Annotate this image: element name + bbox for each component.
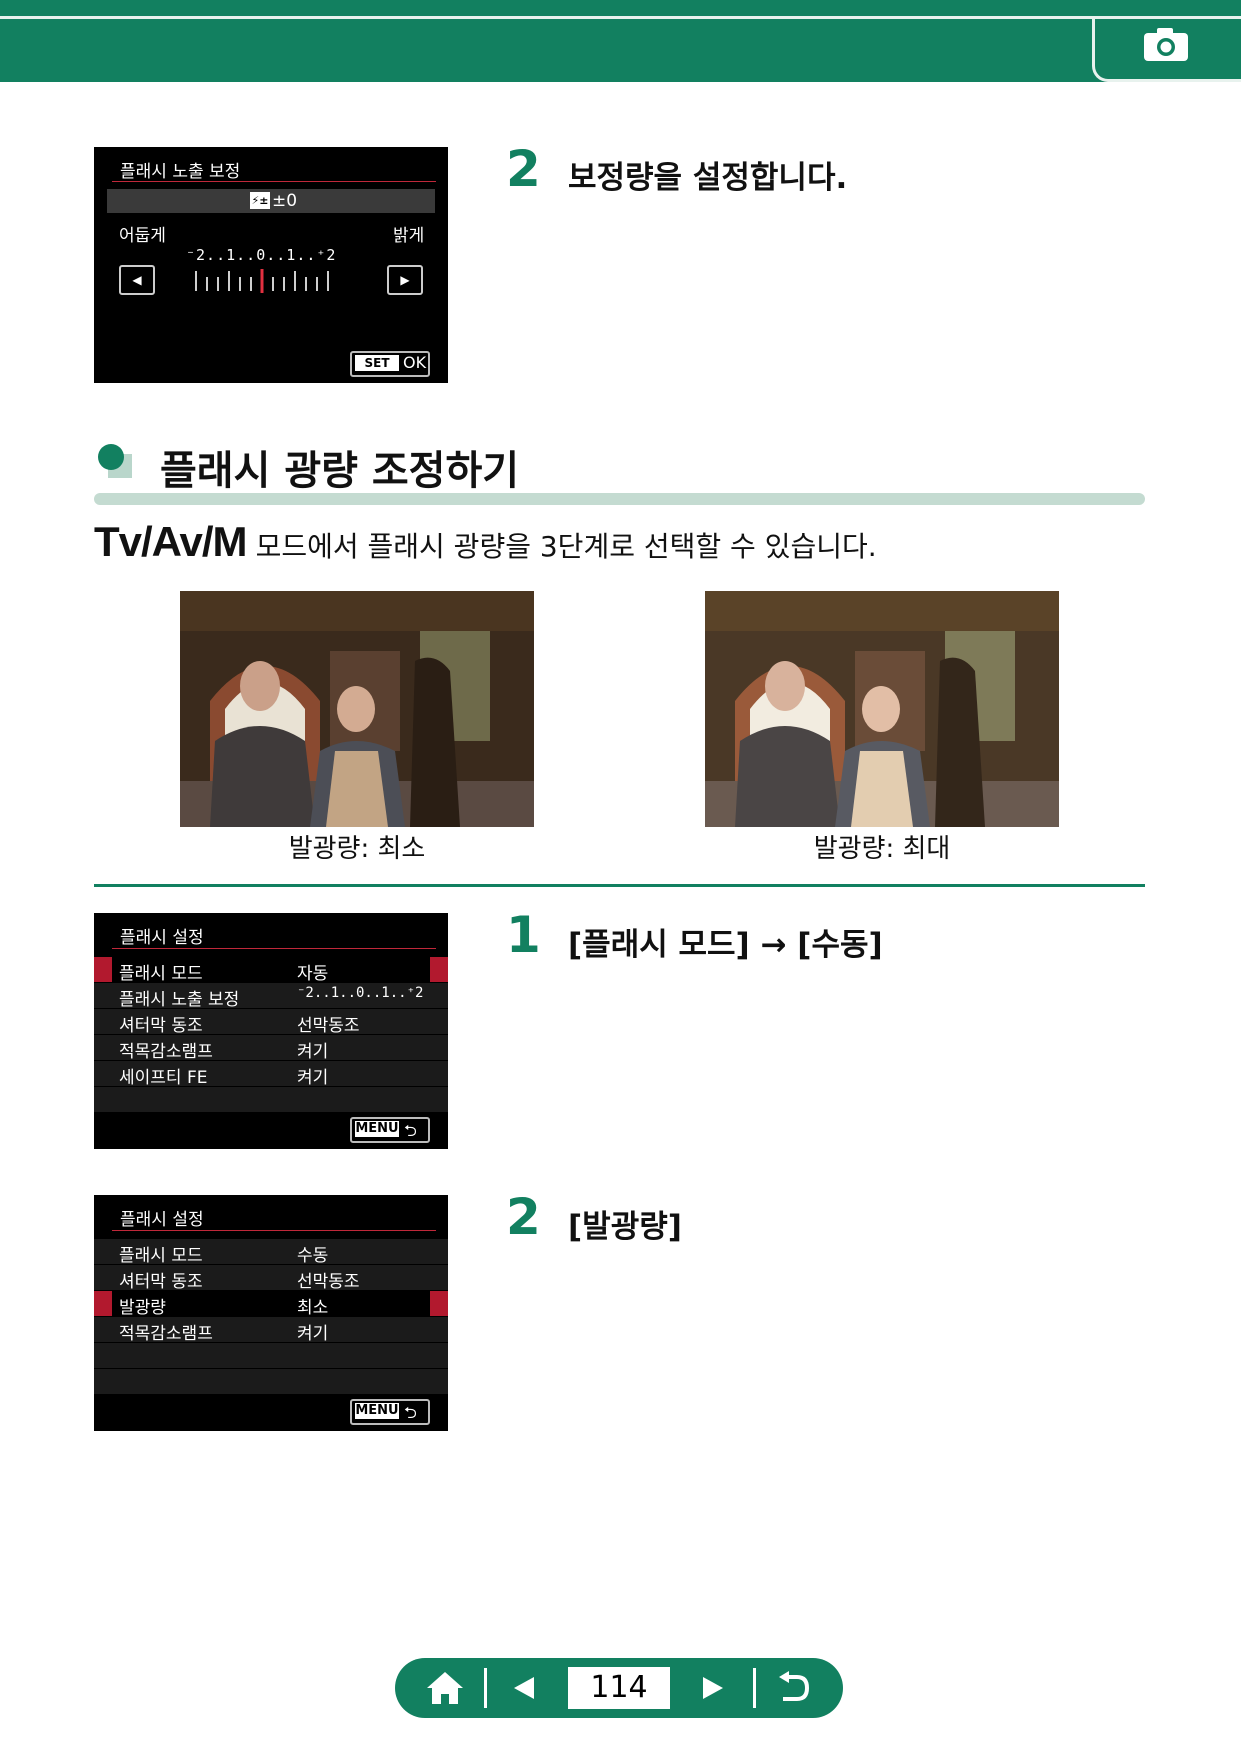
step-number: 2: [506, 140, 541, 198]
back-icon[interactable]: [775, 1671, 811, 1705]
menu-row-label: 발광량: [119, 1298, 166, 1318]
step-instruction: [플래시 모드] → [수동]: [568, 927, 883, 963]
screen-title-underline: [112, 181, 436, 182]
menu-row-label: 플래시 모드: [119, 1246, 203, 1266]
section-divider: [94, 884, 1145, 887]
menu-row-value: ⁻2..1..0..1..⁺2: [297, 985, 424, 1001]
step-number: 2: [506, 1188, 541, 1246]
menu-row-value: 최소: [297, 1298, 329, 1318]
step-instruction: [발광량]: [568, 1209, 682, 1245]
step-number: 1: [506, 906, 541, 964]
ok-label: OK: [403, 353, 427, 372]
page-number: 114: [590, 1670, 648, 1705]
page-number-box[interactable]: 114: [568, 1667, 670, 1709]
nav-separator: [484, 1668, 487, 1708]
menu-row-value: 수동: [297, 1246, 329, 1266]
flash-comp-icon: ⚡±: [250, 192, 270, 209]
menu-row-label: 플래시 노출 보정: [119, 990, 240, 1010]
darker-label: 어둡게: [119, 226, 166, 246]
flash-exposure-screen: 플래시 노출 보정 ⚡± ±0 어둡게 밝게 ◀ ▶ ⁻2..1..0..1..…: [94, 147, 448, 383]
menu-row-red-eye-lamp[interactable]: 적목감소램프 켜기: [94, 1317, 448, 1344]
home-icon[interactable]: [425, 1670, 465, 1706]
menu-row-empty: [94, 1369, 448, 1395]
menu-row-value: 선막동조: [297, 1272, 360, 1292]
screen-title-underline: [112, 948, 436, 949]
menu-row-value: 켜기: [297, 1042, 329, 1062]
menu-key-label: MENU: [355, 1403, 399, 1419]
return-icon: ⮌: [404, 1121, 417, 1140]
menu-return-badge[interactable]: MENU ⮌: [350, 1117, 430, 1143]
next-page-icon[interactable]: [699, 1674, 727, 1702]
screen-title: 플래시 노출 보정: [120, 162, 241, 182]
menu-row-label: 적목감소램프: [119, 1324, 213, 1344]
camera-icon: [1144, 28, 1188, 61]
screen-title: 플래시 설정: [120, 928, 204, 948]
step-instruction: 보정량을 설정합니다.: [568, 160, 848, 196]
return-icon: ⮌: [404, 1403, 417, 1422]
menu-row-label: 셔터막 동조: [119, 1272, 203, 1292]
menu-return-badge[interactable]: MENU ⮌: [350, 1399, 430, 1425]
photo-caption-max: 발광량: 최대: [813, 834, 951, 864]
menu-row-flash-mode[interactable]: 플래시 모드 자동: [94, 957, 448, 984]
menu-row-empty: [94, 1087, 448, 1113]
menu-row-value: 켜기: [297, 1068, 329, 1088]
mode-labels: Tv/Av/M: [94, 518, 247, 565]
header-divider: [0, 16, 1095, 19]
photo-min-output: [180, 591, 534, 827]
value-bar: [107, 189, 435, 213]
menu-row-flash-output[interactable]: 발광량 최소: [94, 1291, 448, 1318]
set-key-label: SET: [355, 355, 399, 371]
menu-row-red-eye-lamp[interactable]: 적목감소램프 켜기: [94, 1035, 448, 1062]
set-ok-badge[interactable]: SET OK: [350, 351, 430, 377]
section-underline: [94, 493, 1145, 505]
page-navigation-bar: 114: [395, 1658, 843, 1718]
menu-row-empty: [94, 1343, 448, 1369]
section-title: 플래시 광량 조정하기: [160, 448, 520, 494]
screen-title-underline: [112, 1230, 436, 1231]
previous-page-icon[interactable]: [510, 1674, 538, 1702]
menu-row-value: 자동: [297, 964, 329, 984]
intro-text: 모드에서 플래시 광량을 3단계로 선택할 수 있습니다.: [255, 530, 877, 563]
menu-row-value: 켜기: [297, 1324, 329, 1344]
menu-row-label: 플래시 모드: [119, 964, 203, 984]
menu-row-label: 셔터막 동조: [119, 1016, 203, 1036]
menu-row-flash-exposure-comp[interactable]: 플래시 노출 보정 ⁻2..1..0..1..⁺2: [94, 983, 448, 1010]
menu-row-value: 선막동조: [297, 1016, 360, 1036]
header-bar: [0, 0, 1241, 82]
intro-line: Tv/Av/M 모드에서 플래시 광량을 3단계로 선택할 수 있습니다.: [94, 518, 877, 566]
photo-max-output: [705, 591, 1059, 827]
screen-title: 플래시 설정: [120, 1210, 204, 1230]
exposure-scale-labels: ⁻2..1..0..1..⁺2: [186, 246, 337, 264]
menu-row-shutter-sync[interactable]: 셔터막 동조 선막동조: [94, 1009, 448, 1036]
menu-row-flash-mode[interactable]: 플래시 모드 수동: [94, 1239, 448, 1266]
photo-caption-min: 발광량: 최소: [288, 834, 426, 864]
menu-row-shutter-sync[interactable]: 셔터막 동조 선막동조: [94, 1265, 448, 1292]
flash-settings-screen-auto: 플래시 설정 플래시 모드 자동 플래시 노출 보정 ⁻2..1..0..1..…: [94, 913, 448, 1149]
decrease-button[interactable]: ◀: [119, 265, 155, 295]
nav-separator: [753, 1668, 756, 1708]
section-bullet-icon: [98, 444, 132, 478]
menu-row-label: 세이프티 FE: [119, 1068, 208, 1088]
flash-settings-screen-manual: 플래시 설정 플래시 모드 수동 셔터막 동조 선막동조 발광량 최소 적목감소…: [94, 1195, 448, 1431]
brighter-label: 밝게: [393, 226, 425, 246]
increase-button[interactable]: ▶: [387, 265, 423, 295]
menu-row-safety-fe[interactable]: 세이프티 FE 켜기: [94, 1061, 448, 1088]
menu-key-label: MENU: [355, 1121, 399, 1137]
menu-row-label: 적목감소램프: [119, 1042, 213, 1062]
exposure-scale-ticks: [195, 269, 329, 293]
flash-comp-value: ±0: [272, 191, 298, 211]
